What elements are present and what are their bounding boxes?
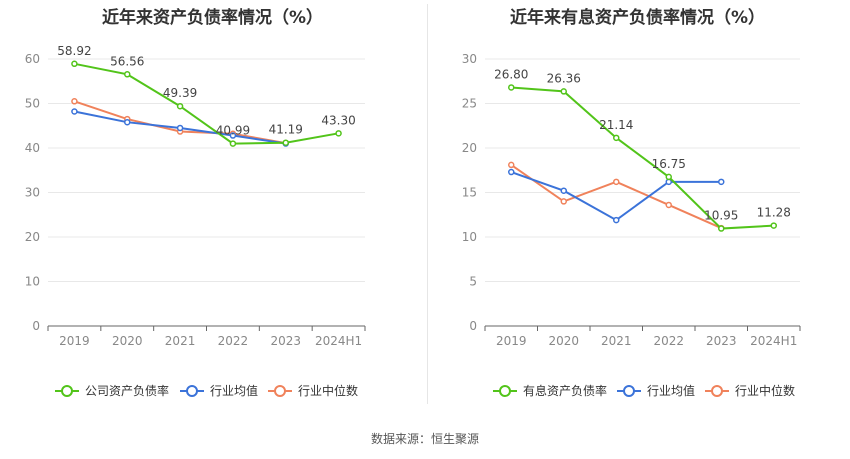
data-point — [282, 139, 289, 146]
data-label: 58.92 — [57, 44, 91, 58]
series-line — [74, 62, 339, 145]
legend-label: 公司资产负债率 — [85, 383, 169, 398]
data-point — [124, 71, 131, 78]
legend-label: 有息资产负债率 — [523, 383, 607, 398]
data-source: 数据来源：恒生聚源 — [370, 432, 479, 446]
x-tick-label: 2023 — [706, 334, 737, 348]
y-tick-label: 20 — [25, 230, 40, 244]
data-label: 40.99 — [216, 124, 250, 138]
x-tick-label: 2020 — [112, 334, 143, 348]
legend-label: 行业中位数 — [735, 383, 795, 398]
y-tick-label: 50 — [25, 97, 40, 111]
chart-panel-right: 近年来有息资产负债率情况（%） 0 5 10 15 20 25 30 2019 2020 2021… — [425, 0, 850, 420]
data-label: 10.95 — [704, 209, 738, 223]
data-point — [508, 161, 515, 169]
data-point — [560, 187, 567, 194]
data-label: 49.39 — [163, 86, 197, 100]
y-tick-label: 0 — [469, 319, 477, 333]
x-tick-label: 2021 — [601, 334, 632, 348]
interest-debt-ratio-chart: 0 5 10 15 20 25 30 2019 2020 2021 2022 2023 2024H1 26… — [462, 52, 801, 398]
data-point — [665, 173, 672, 181]
data-point — [508, 84, 515, 91]
chart-title: 近年来有息资产负债率情况（%） — [509, 8, 766, 28]
x-tick-label: 2023 — [270, 334, 301, 348]
data-point — [229, 140, 237, 147]
y-tick-label: 30 — [462, 52, 477, 66]
data-label: 26.80 — [494, 67, 528, 81]
data-point — [560, 198, 567, 205]
data-point — [71, 60, 78, 68]
data-label: 56.56 — [110, 54, 144, 68]
panel-divider — [427, 4, 428, 404]
data-point — [176, 102, 184, 110]
data-point — [124, 118, 131, 126]
data-point — [718, 178, 725, 186]
data-point — [770, 222, 777, 229]
data-point — [508, 168, 515, 176]
chart-title: 近年来资产负债率情况（%） — [101, 8, 324, 28]
y-tick-label: 15 — [462, 186, 477, 200]
y-tick-label: 25 — [462, 97, 477, 111]
data-label: 41.19 — [269, 123, 303, 137]
data-label: 21.14 — [599, 118, 633, 132]
legend-swatch-marker — [711, 385, 723, 397]
y-tick-label: 0 — [32, 319, 40, 333]
data-point — [718, 225, 725, 232]
y-tick-label: 40 — [25, 141, 40, 155]
y-tick-label: 5 — [469, 275, 477, 289]
chart-panel-left: 近年来资产负债率情况（%） 0 10 20 30 40 50 60 2019 2020 2021 2… — [0, 0, 425, 420]
data-label: 11.28 — [757, 206, 791, 220]
data-point — [335, 130, 342, 137]
data-point — [665, 201, 672, 209]
data-label: 26.36 — [547, 71, 581, 85]
legend-label: 行业均值 — [647, 383, 695, 398]
y-tick-label: 10 — [25, 275, 40, 289]
x-tick-label: 2021 — [165, 334, 196, 348]
data-point — [613, 134, 620, 142]
x-tick-label: 2024H1 — [750, 334, 797, 348]
y-tick-label: 20 — [462, 141, 477, 155]
x-tick-label: 2019 — [496, 334, 527, 348]
legend-swatch-marker — [499, 385, 511, 397]
data-label: 16.75 — [652, 157, 686, 171]
x-tick-label: 2019 — [59, 334, 90, 348]
x-tick-label: 2022 — [653, 334, 684, 348]
data-label: 43.30 — [321, 113, 355, 127]
y-tick-label: 60 — [25, 52, 40, 66]
y-tick-label: 10 — [462, 230, 477, 244]
x-tick-label: 2020 — [548, 334, 579, 348]
debt-ratio-chart: 0 10 20 30 40 50 60 2019 2020 2021 2022 2023 2024H1 5… — [25, 44, 366, 398]
data-point — [71, 108, 78, 115]
data-point — [71, 98, 78, 105]
legend-swatch-marker — [623, 385, 635, 397]
legend-swatch-marker — [274, 385, 286, 397]
x-tick-label: 2024H1 — [315, 334, 362, 348]
data-point — [176, 124, 184, 132]
legend-swatch-marker — [61, 385, 73, 397]
x-tick-label: 2022 — [218, 334, 249, 348]
data-point — [560, 88, 567, 95]
y-tick-label: 30 — [25, 186, 40, 200]
data-point — [613, 216, 620, 224]
data-point — [229, 132, 237, 139]
legend-swatch-marker — [186, 385, 198, 397]
series-line — [511, 86, 774, 230]
data-point — [613, 178, 620, 186]
legend-label: 行业均值 — [210, 383, 258, 398]
legend-label: 行业中位数 — [298, 383, 358, 398]
